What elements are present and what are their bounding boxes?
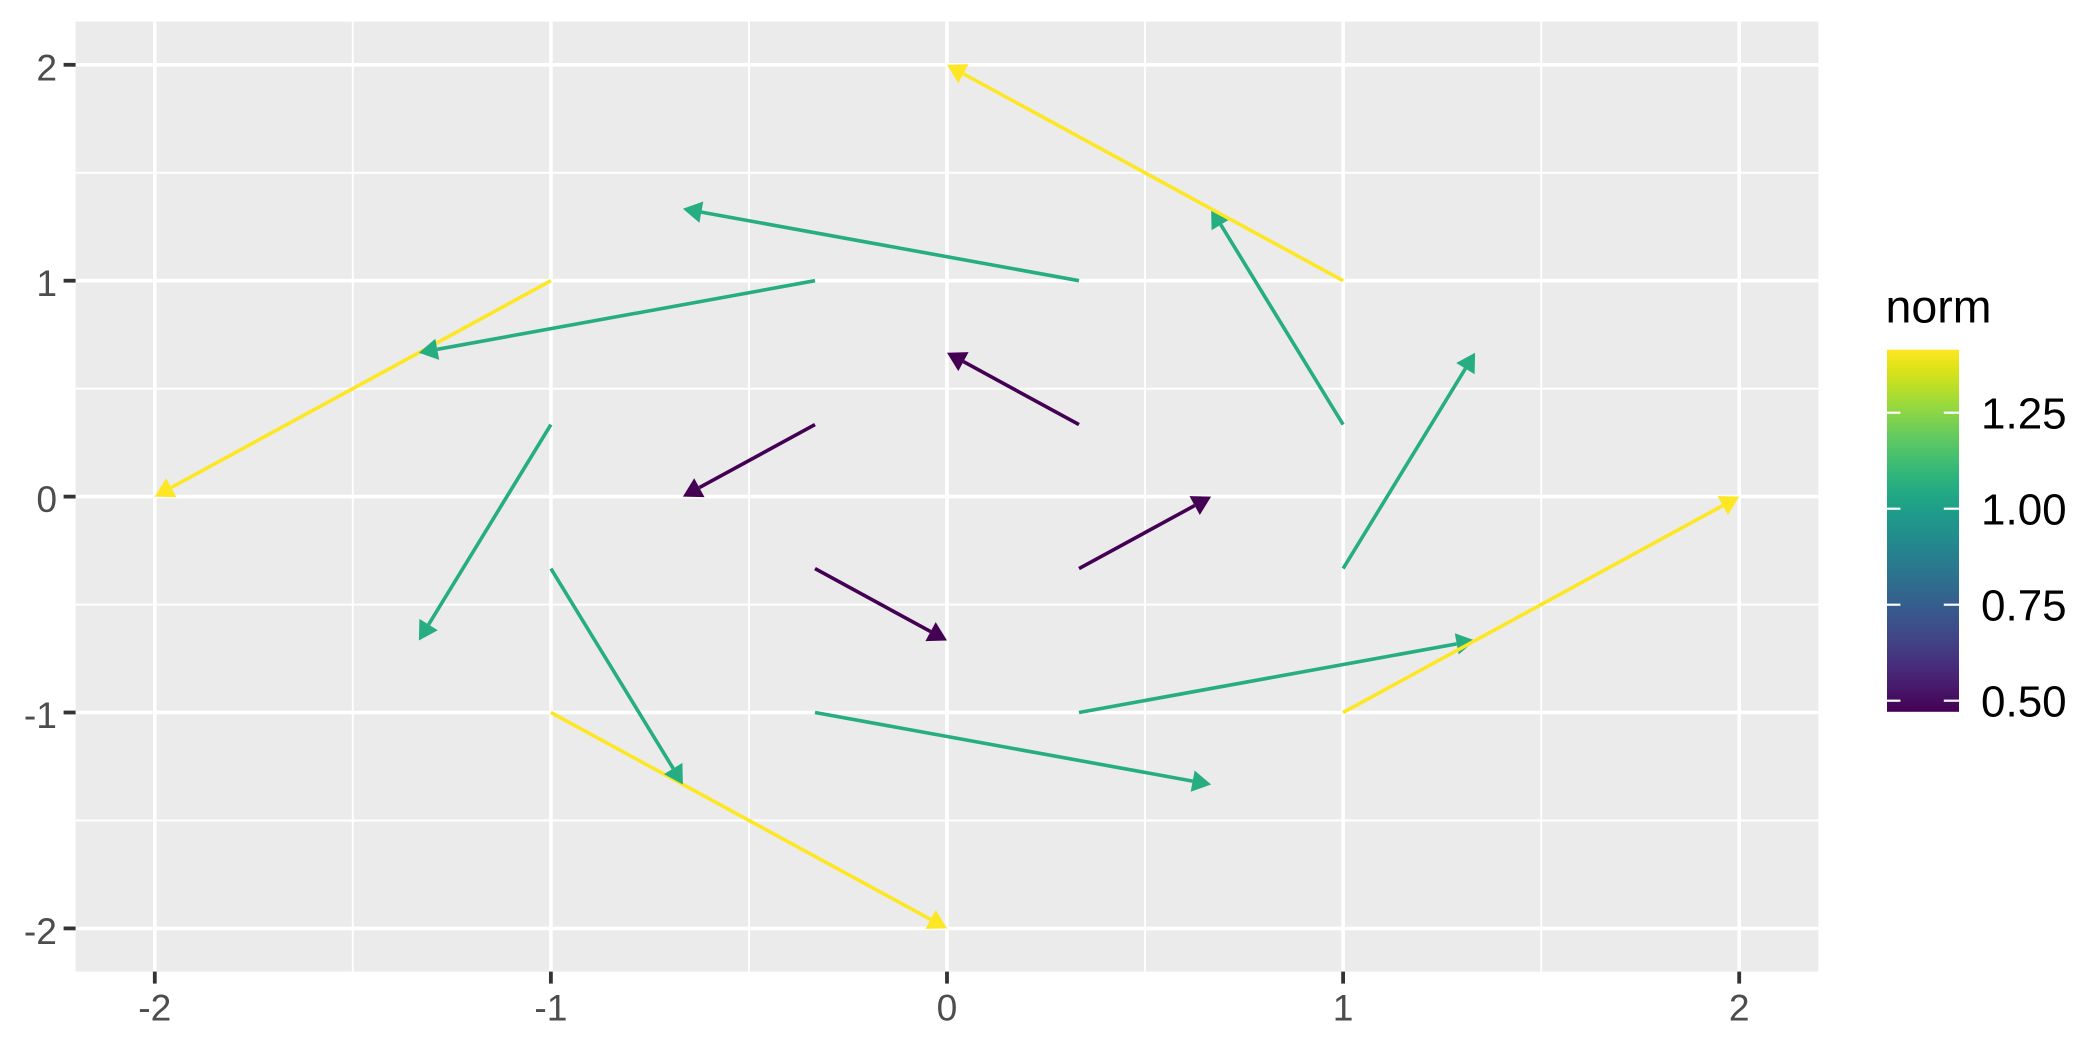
svg-text:norm: norm: [1886, 281, 1992, 333]
svg-text:2: 2: [1729, 986, 1750, 1028]
svg-text:1.00: 1.00: [1981, 486, 2067, 535]
svg-text:1: 1: [36, 262, 57, 304]
svg-text:1.25: 1.25: [1981, 390, 2067, 439]
svg-text:0.75: 0.75: [1981, 582, 2067, 631]
svg-text:0.50: 0.50: [1981, 678, 2067, 727]
svg-text:1: 1: [1333, 986, 1354, 1028]
svg-text:-1: -1: [534, 986, 567, 1028]
svg-text:0: 0: [937, 986, 958, 1028]
svg-text:2: 2: [36, 46, 57, 88]
svg-text:-1: -1: [24, 694, 57, 736]
svg-text:-2: -2: [138, 986, 171, 1028]
svg-text:0: 0: [36, 478, 57, 520]
svg-text:-2: -2: [24, 910, 57, 952]
